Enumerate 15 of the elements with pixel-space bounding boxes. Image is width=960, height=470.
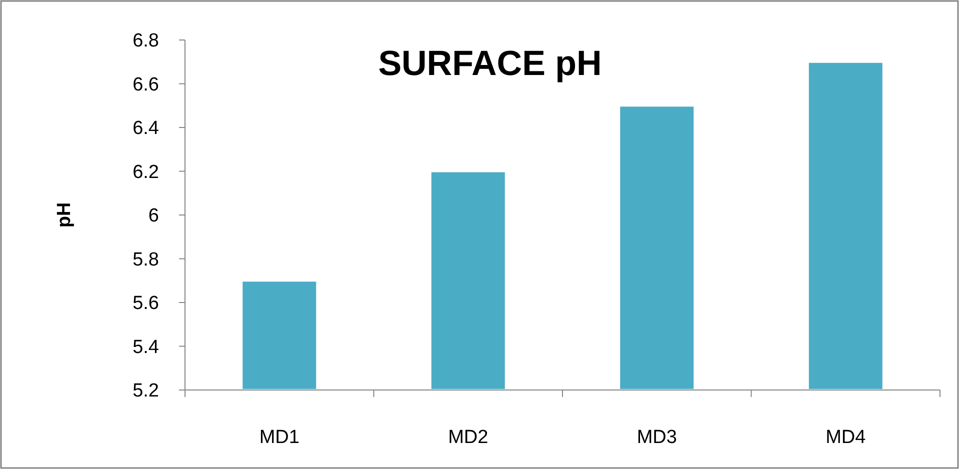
y-tick-label: 5.4 <box>132 336 160 358</box>
y-tick-label: 5.6 <box>132 293 159 314</box>
x-tick-label: MD1 <box>259 427 300 448</box>
y-tick-label: 6 <box>148 206 159 227</box>
y-axis-title: pH <box>54 202 75 228</box>
y-tick-label: 6.8 <box>132 30 159 52</box>
y-tick-label: 6.4 <box>132 118 160 140</box>
y-tick-label: 6.2 <box>132 162 159 183</box>
y-tick-label: 6.6 <box>132 74 159 96</box>
x-tick-label: MD2 <box>448 427 488 448</box>
x-tick-label: MD3 <box>636 427 677 448</box>
y-tick-label: 5.8 <box>132 249 159 270</box>
y-tick-label: 5.2 <box>132 380 159 402</box>
chart-title: SURFACE pH <box>378 44 602 83</box>
x-tick-label: MD4 <box>826 427 866 448</box>
